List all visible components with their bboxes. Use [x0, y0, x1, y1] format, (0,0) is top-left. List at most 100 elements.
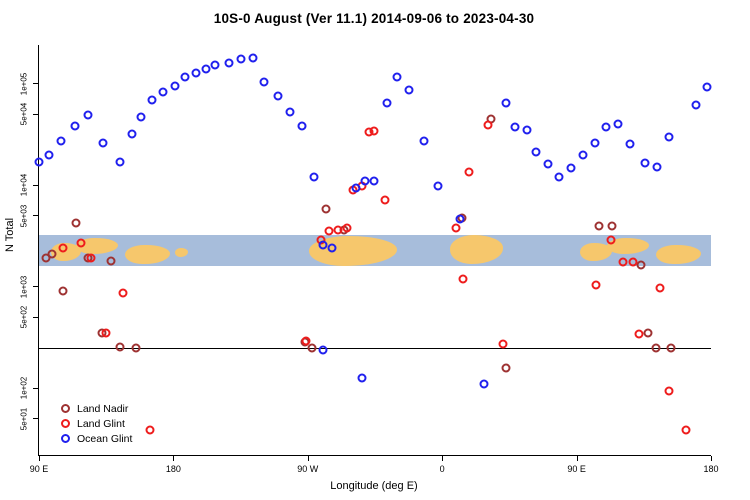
point-ocean-glint [83, 110, 93, 120]
point-land-glint [628, 257, 638, 267]
point-ocean-glint [191, 68, 201, 78]
point-ocean-glint [318, 240, 328, 250]
point-ocean-glint [170, 81, 180, 91]
map-strip [39, 235, 711, 266]
y-tick-mark [33, 113, 38, 115]
point-ocean-glint [357, 373, 367, 383]
point-land-nadir [636, 260, 646, 270]
point-land-nadir [651, 343, 661, 353]
y-tick-mark [33, 83, 38, 85]
point-ocean-glint [543, 159, 553, 169]
point-land-nadir [501, 363, 511, 372]
point-land-nadir [47, 249, 57, 259]
point-ocean-glint [404, 85, 414, 95]
point-land-nadir [321, 204, 331, 214]
point-ocean-glint [285, 107, 295, 117]
y-tick-label: 1e+02 [19, 376, 29, 400]
legend-label: Land Nadir [77, 402, 129, 415]
point-land-glint [369, 126, 378, 136]
point-land-nadir [131, 343, 141, 353]
point-land-glint [606, 235, 616, 245]
x-tick-mark [442, 456, 444, 461]
point-land-nadir [607, 221, 617, 231]
legend-item-land-nadir: Land Nadir [61, 401, 132, 416]
point-land-nadir [594, 221, 604, 231]
y-tick-mark [33, 316, 38, 318]
y-tick-label: 5e+01 [19, 407, 29, 431]
point-land-glint [618, 257, 628, 267]
x-tick-label: 90 W [297, 464, 319, 474]
point-land-nadir [41, 253, 51, 263]
point-ocean-glint [147, 95, 157, 105]
point-land-glint [324, 226, 334, 236]
map-land-patch [75, 237, 119, 255]
point-land-glint [118, 288, 128, 298]
point-ocean-glint [297, 121, 307, 131]
point-ocean-glint [70, 121, 80, 131]
y-tick-mark [33, 387, 38, 389]
legend: Land Nadir Land Glint Ocean Glint [55, 398, 143, 449]
map-land-patch [655, 244, 701, 265]
point-ocean-glint [625, 139, 635, 149]
legend-swatch [61, 434, 70, 443]
map-land-patch [579, 243, 612, 262]
reference-line [39, 347, 711, 349]
point-ocean-glint [34, 157, 44, 167]
point-ocean-glint [566, 163, 576, 173]
point-ocean-glint [455, 214, 465, 224]
point-ocean-glint [554, 172, 564, 182]
y-tick-label: 1e+04 [19, 173, 29, 197]
point-ocean-glint [640, 158, 650, 168]
point-ocean-glint [224, 58, 234, 68]
map-land-patch [606, 237, 650, 255]
x-tick-label: 90 E [29, 464, 49, 474]
point-ocean-glint [382, 98, 392, 108]
legend-item-ocean-glint: Ocean Glint [61, 431, 132, 446]
point-land-glint [380, 195, 390, 205]
legend-item-land-glint: Land Glint [61, 416, 132, 431]
point-ocean-glint [44, 150, 54, 160]
point-ocean-glint [351, 183, 361, 193]
y-tick-label: 1e+03 [19, 275, 29, 298]
point-land-nadir [71, 218, 81, 228]
point-ocean-glint [522, 125, 532, 135]
point-land-glint [681, 425, 691, 435]
point-land-glint [634, 329, 644, 339]
point-land-glint [498, 339, 508, 349]
map-land-patch [450, 235, 503, 264]
point-ocean-glint [652, 162, 662, 172]
point-ocean-glint [248, 53, 258, 63]
point-land-nadir [58, 286, 68, 296]
plot-area: Land Nadir Land Glint Ocean Glint 5e+01 1… [20, 45, 719, 474]
point-ocean-glint [392, 72, 402, 82]
point-ocean-glint [601, 122, 611, 132]
point-land-glint [464, 167, 474, 177]
point-ocean-glint [369, 176, 378, 186]
chart-title: 10S-0 August (Ver 11.1) 2014-09-06 to 20… [213, 11, 535, 26]
point-ocean-glint [136, 112, 146, 122]
x-tick-label: 180 [165, 464, 181, 474]
point-land-nadir [115, 342, 125, 352]
point-ocean-glint [327, 243, 337, 253]
point-land-glint [76, 238, 86, 248]
point-land-glint [483, 120, 493, 130]
point-ocean-glint [702, 82, 712, 92]
point-ocean-glint [318, 345, 328, 355]
point-ocean-glint [613, 119, 623, 129]
point-ocean-glint [201, 64, 211, 74]
y-tick-label: 5e+04 [19, 102, 29, 126]
x-tick-label: 90 E [567, 464, 586, 474]
x-tick-mark [39, 456, 40, 461]
y-tick-mark [33, 418, 38, 420]
point-ocean-glint [180, 72, 190, 82]
x-tick-label: 0 [439, 464, 445, 474]
point-ocean-glint [691, 100, 701, 110]
point-ocean-glint [360, 176, 370, 186]
x-tick-mark [711, 456, 712, 461]
y-axis-label: N Total [4, 217, 16, 252]
point-land-glint [655, 283, 665, 293]
point-land-nadir [643, 328, 653, 338]
map-land-patch [175, 247, 189, 257]
point-ocean-glint [419, 136, 429, 146]
